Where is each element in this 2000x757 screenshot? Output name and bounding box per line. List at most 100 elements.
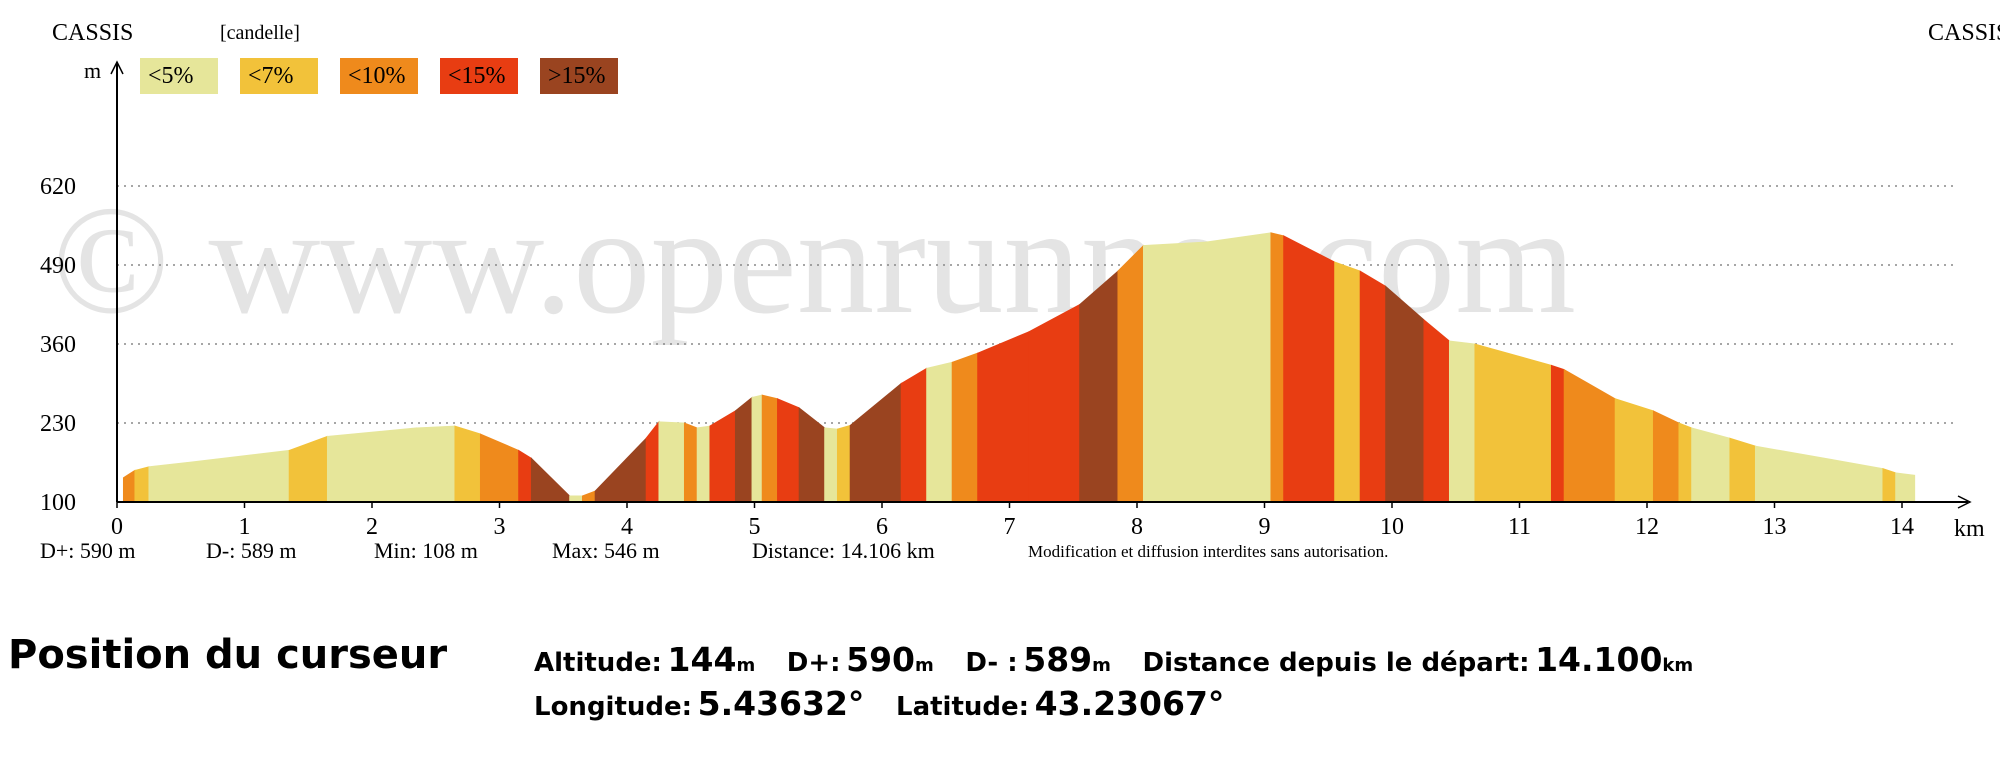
x-tick-label: 1: [239, 514, 251, 540]
stat-max: Max: 546 m: [552, 538, 660, 563]
profile-segment: [1614, 398, 1654, 503]
profile-segment: [696, 425, 711, 503]
profile-segment: [594, 437, 647, 503]
profile-segment: [326, 427, 418, 503]
profile-segment: [454, 425, 481, 503]
start-location-label: CASSIS: [52, 20, 134, 46]
x-tick-label: 6: [876, 514, 888, 540]
x-tick-label: 0: [111, 514, 123, 540]
cursor-distance: Distance depuis le départ: 14.100km: [1142, 640, 1694, 679]
legend-item: <10%: [340, 58, 418, 94]
profile-segment: [1691, 427, 1731, 503]
end-location-label: CASSIS: [1928, 20, 2000, 46]
cursor-latitude: Latitude: 43.23067°: [896, 684, 1225, 723]
profile-segment: [900, 367, 928, 503]
profile-segment: [1448, 340, 1476, 503]
profile-segment: [1283, 235, 1336, 503]
legend-item: <15%: [440, 58, 518, 94]
profile-segment: [1729, 437, 1756, 503]
profile-segment: [186, 449, 290, 503]
profile-segment: [645, 420, 660, 503]
profile-segment: [1142, 241, 1208, 503]
cursor-dplus: D+: 590m: [786, 640, 934, 679]
cursor-info-row-1: Altitude: 144m D+: 590m D- : 589m Distan…: [534, 640, 1719, 679]
x-tick-label: 9: [1259, 514, 1271, 540]
profile-segment: [734, 396, 753, 503]
profile-segment: [134, 466, 150, 503]
x-tick-label: 10: [1380, 514, 1404, 540]
profile-segment: [1117, 244, 1144, 503]
profile-segment: [1359, 270, 1387, 503]
stat-distance: Distance: 14.106 km: [752, 538, 935, 563]
axes: [110, 60, 1972, 509]
profile-segment: [1563, 368, 1616, 503]
profile-segment: [926, 361, 953, 503]
profile-segment: [122, 469, 136, 503]
profile-segment: [1831, 458, 1884, 503]
profile-segment: [849, 382, 902, 503]
cursor-dminus: D- : 589m: [965, 640, 1111, 679]
profile-segment: [777, 398, 800, 503]
y-axis-arrow: [110, 60, 124, 75]
y-axis-unit-label: m: [84, 58, 101, 83]
elevation-area: [122, 232, 1916, 503]
profile-segment: [1270, 232, 1285, 503]
y-tick-label: 620: [40, 174, 76, 200]
profile-segment: [709, 410, 736, 503]
profile-segment: [479, 433, 520, 503]
x-tick-label: 3: [494, 514, 506, 540]
legend-item: <5%: [140, 58, 218, 94]
profile-segment: [1028, 303, 1081, 503]
y-tick-label: 100: [40, 490, 76, 516]
profile-segment: [1678, 422, 1693, 503]
legend-item: <7%: [240, 58, 318, 94]
profile-segment: [1895, 472, 1916, 503]
stat-min: Min: 108 m: [374, 538, 478, 563]
x-axis-unit-label: km: [1954, 516, 1985, 542]
profile-segment: [1652, 410, 1680, 503]
elevation-profile-chart[interactable]: © www.openrunner.com 0 1 2 3 4 5 6 7 8 9 10 11 12 13 1…: [0, 0, 2000, 600]
copyright-notice: Modification et diffusion interdites san…: [1028, 542, 1389, 561]
x-tick-label: 7: [1004, 514, 1016, 540]
profile-segment: [1079, 270, 1119, 503]
profile-segment: [1754, 445, 1833, 503]
profile-segment: [1385, 285, 1425, 503]
x-tick-label: 13: [1763, 514, 1787, 540]
x-tick-label: 4: [621, 514, 633, 540]
profile-mode-label: [candelle]: [220, 22, 300, 44]
profile-segment: [658, 421, 685, 503]
profile-segment: [683, 422, 698, 503]
profile-segment: [824, 427, 838, 503]
x-tick-label: 11: [1508, 514, 1531, 540]
x-tick-label: 8: [1131, 514, 1143, 540]
y-tick-label: 360: [40, 332, 76, 358]
profile-segment: [761, 394, 778, 503]
profile-segment: [1550, 364, 1565, 503]
profile-segment: [751, 394, 763, 503]
x-tick-label: 12: [1635, 514, 1659, 540]
x-axis-arrow: [1957, 495, 1972, 509]
profile-segment: [416, 425, 456, 503]
profile-segment: [977, 331, 1030, 503]
cursor-longitude: Longitude: 5.43632°: [534, 684, 865, 723]
profile-segment: [836, 424, 851, 503]
profile-segment: [951, 352, 979, 503]
y-tick-label: 490: [40, 253, 76, 279]
cursor-info-row-2: Longitude: 5.43632° Latitude: 43.23067°: [534, 684, 1250, 723]
stat-dplus: D+: 590 m: [40, 538, 136, 563]
profile-segment: [518, 449, 532, 503]
x-tick-label: 5: [749, 514, 761, 540]
profile-segment: [530, 457, 571, 503]
profile-segment: [1474, 343, 1552, 503]
profile-segment: [148, 462, 188, 503]
profile-segment: [1423, 318, 1450, 503]
legend-item: >15%: [540, 58, 618, 94]
x-tick-label: 14: [1890, 514, 1914, 540]
profile-segment: [581, 490, 596, 503]
y-tick-label: 230: [40, 411, 76, 437]
profile-segment: [1334, 261, 1361, 503]
profile-segment: [1206, 232, 1272, 503]
cursor-altitude: Altitude: 144m: [534, 640, 756, 679]
x-tick-label: 2: [366, 514, 378, 540]
